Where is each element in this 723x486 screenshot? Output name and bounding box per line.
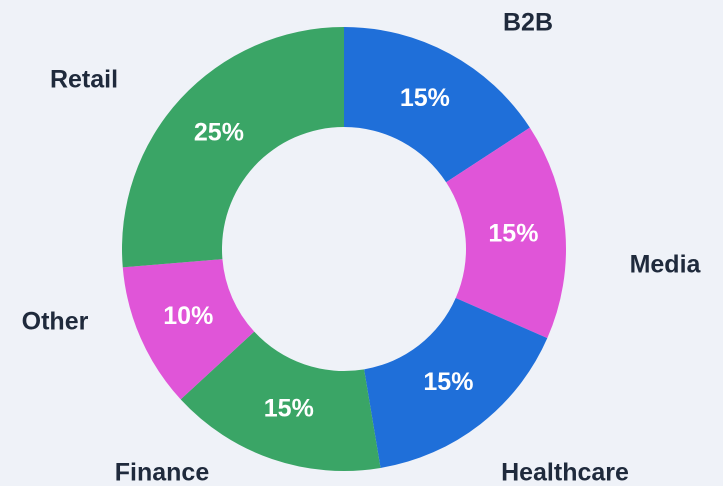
value-label: 15% xyxy=(488,220,538,248)
donut-slice xyxy=(122,259,255,400)
category-label: Retail xyxy=(50,66,118,94)
donut-slice xyxy=(180,331,381,471)
donut-slice xyxy=(364,298,548,468)
value-label: 15% xyxy=(423,368,473,396)
donut-slice xyxy=(446,127,566,339)
value-label: 25% xyxy=(194,118,244,146)
donut-slice xyxy=(344,27,530,183)
donut-slice xyxy=(122,27,344,268)
category-label: Finance xyxy=(115,459,210,486)
category-label: B2B xyxy=(503,9,553,37)
value-label: 10% xyxy=(163,302,213,330)
value-label: 15% xyxy=(400,84,450,112)
value-label: 15% xyxy=(264,394,314,422)
category-label: Media xyxy=(630,251,702,279)
category-label: Other xyxy=(22,308,89,336)
category-label: Healthcare xyxy=(501,459,629,486)
